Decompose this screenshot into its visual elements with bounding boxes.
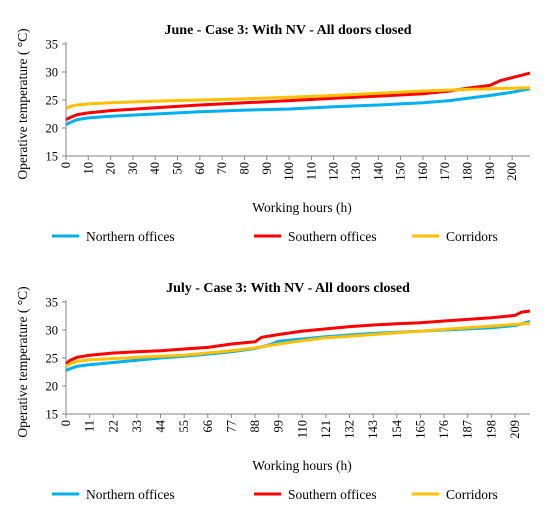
line-chart: June - Case 3: With NV - All doors close…: [15, 23, 531, 244]
y-tick-label: 30: [46, 324, 59, 338]
x-tick-label: 190: [483, 162, 497, 181]
x-tick-label: 170: [438, 162, 452, 181]
series-line-northern-offices: [65, 87, 531, 126]
chart-title: July - Case 3: With NV - All doors close…: [166, 281, 410, 296]
legend-item: Northern offices: [52, 487, 175, 502]
x-tick-label: 150: [394, 162, 408, 181]
x-tick-label: 10: [81, 162, 95, 175]
x-axis-label: Working hours (h): [252, 458, 351, 473]
y-axis-label: Operative temperature ( °C): [15, 286, 30, 437]
y-tick-label: 15: [46, 150, 59, 164]
x-tick-label: 80: [237, 162, 251, 175]
y-tick-label: 20: [46, 122, 59, 136]
x-tick-label: 187: [461, 420, 475, 439]
x-tick-label: 0: [59, 420, 73, 426]
x-tick-label: 140: [371, 162, 385, 181]
x-tick-label: 120: [327, 162, 341, 181]
x-tick-label: 20: [104, 162, 118, 175]
y-tick-label: 20: [46, 380, 59, 394]
legend-item: Corridors: [412, 229, 498, 244]
legend-label: Northern offices: [86, 487, 175, 502]
x-tick-label: 180: [461, 162, 475, 181]
x-tick-label: 176: [437, 420, 451, 439]
legend-item: Southern offices: [254, 487, 377, 502]
x-tick-label: 60: [193, 162, 207, 175]
legend-label: Southern offices: [288, 487, 377, 502]
x-tick-label: 0: [59, 162, 73, 168]
x-tick-label: 22: [106, 420, 120, 433]
line-chart: July - Case 3: With NV - All doors close…: [15, 281, 531, 502]
june-chart-panel: June - Case 3: With NV - All doors close…: [15, 23, 531, 244]
y-tick-label: 35: [46, 38, 59, 52]
x-tick-label: 165: [413, 420, 427, 439]
x-tick-label: 110: [295, 420, 309, 438]
y-axis-label: Operative temperature ( °C): [15, 28, 30, 179]
legend-label: Northern offices: [86, 229, 175, 244]
x-tick-label: 88: [248, 420, 262, 433]
legend-label: Corridors: [446, 229, 498, 244]
y-tick-label: 25: [46, 352, 59, 366]
x-axis-label: Working hours (h): [252, 200, 351, 215]
x-tick-label: 160: [416, 162, 430, 181]
x-tick-label: 209: [508, 420, 522, 439]
x-tick-label: 99: [272, 420, 286, 433]
x-tick-label: 198: [484, 420, 498, 439]
x-tick-label: 77: [224, 420, 238, 433]
x-tick-label: 50: [171, 162, 185, 175]
y-tick-label: 25: [46, 94, 59, 108]
x-tick-label: 55: [177, 420, 191, 433]
y-tick-label: 15: [46, 408, 59, 422]
x-tick-label: 11: [83, 420, 97, 432]
x-tick-label: 143: [366, 420, 380, 439]
series-line-corridors: [65, 86, 531, 110]
y-tick-label: 30: [46, 66, 59, 80]
x-tick-label: 30: [126, 162, 140, 175]
legend-label: Southern offices: [288, 229, 377, 244]
x-tick-label: 66: [201, 420, 215, 433]
legend-label: Corridors: [446, 487, 498, 502]
x-tick-label: 121: [319, 420, 333, 439]
x-tick-label: 44: [154, 419, 168, 432]
series-line-southern-offices: [65, 309, 531, 365]
x-tick-label: 90: [260, 162, 274, 175]
x-tick-label: 40: [148, 162, 162, 175]
legend-item: Northern offices: [52, 229, 175, 244]
x-tick-label: 200: [505, 162, 519, 181]
legend-item: Corridors: [412, 487, 498, 502]
x-tick-label: 132: [343, 420, 357, 439]
x-tick-label: 70: [215, 162, 229, 175]
x-tick-label: 154: [390, 419, 404, 439]
x-tick-label: 130: [349, 162, 363, 181]
x-tick-label: 110: [304, 162, 318, 180]
july-chart-panel: July - Case 3: With NV - All doors close…: [0, 258, 550, 516]
x-tick-label: 33: [130, 420, 144, 433]
chart-title: June - Case 3: With NV - All doors close…: [165, 23, 412, 38]
x-tick-label: 100: [282, 162, 296, 181]
series-line-southern-offices: [65, 71, 531, 121]
y-tick-label: 35: [46, 296, 59, 310]
series-line-corridors: [65, 321, 531, 368]
legend-item: Southern offices: [254, 229, 377, 244]
